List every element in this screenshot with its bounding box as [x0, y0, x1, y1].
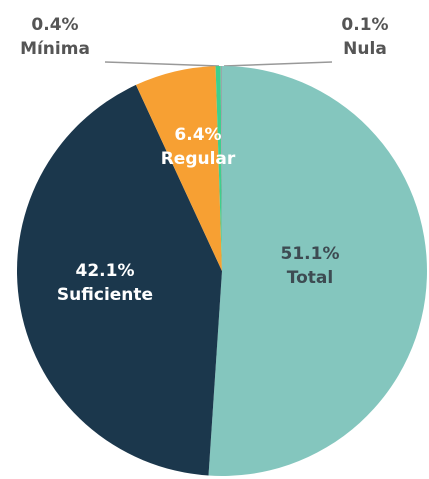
- pie-slice: [220, 66, 222, 271]
- category-label: Nula: [343, 39, 387, 59]
- category-label: Mínima: [20, 39, 90, 59]
- pie-slice: [135, 66, 222, 271]
- pie-slice: [208, 66, 427, 476]
- value-label: 42.1%: [76, 261, 135, 281]
- category-label: Regular: [161, 149, 236, 169]
- category-label: Total: [287, 268, 333, 288]
- value-label: 51.1%: [281, 244, 340, 264]
- category-label: Suficiente: [57, 285, 153, 305]
- leader-line: [223, 61, 333, 67]
- pie-slice: [16, 84, 222, 476]
- value-label: 0.4%: [31, 15, 78, 35]
- leader-line: [104, 61, 220, 67]
- value-label: 0.1%: [341, 15, 388, 35]
- pie-slice: [215, 66, 222, 272]
- value-label: 6.4%: [174, 125, 221, 145]
